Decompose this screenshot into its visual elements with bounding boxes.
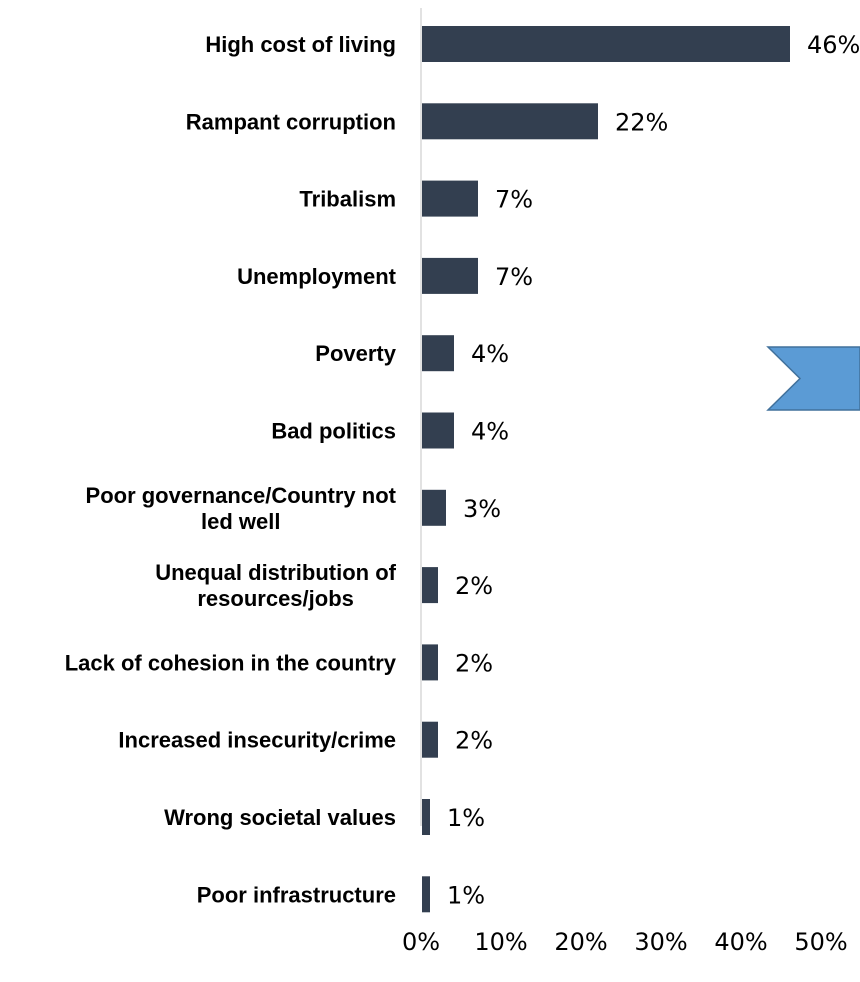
bar bbox=[422, 335, 454, 372]
x-tick-label: 10% bbox=[474, 928, 527, 956]
category-label: led well bbox=[201, 509, 280, 534]
value-label: 7% bbox=[495, 263, 533, 291]
value-label: 22% bbox=[615, 108, 668, 136]
bar bbox=[422, 644, 438, 681]
bar bbox=[422, 26, 790, 62]
value-label: 2% bbox=[455, 572, 493, 600]
x-tick-label: 50% bbox=[794, 928, 847, 956]
bar bbox=[422, 721, 438, 758]
category-label: Bad politics bbox=[271, 419, 396, 444]
category-label: Tribalism bbox=[299, 187, 396, 212]
x-tick-labels-group: 0% 10% 20% 30% 40% 50% bbox=[402, 928, 848, 956]
category-label: Poor governance/Country not bbox=[86, 483, 397, 508]
value-label: 4% bbox=[471, 340, 509, 368]
value-label: 3% bbox=[463, 495, 501, 523]
category-label: High cost of living bbox=[205, 32, 396, 57]
value-label: 4% bbox=[471, 418, 509, 446]
category-label: Unemployment bbox=[237, 264, 397, 289]
bar bbox=[422, 799, 430, 835]
category-label: Increased insecurity/crime bbox=[118, 728, 396, 753]
bars-group bbox=[422, 26, 790, 913]
x-tick-label: 40% bbox=[714, 928, 767, 956]
category-label: Lack of cohesion in the country bbox=[65, 650, 397, 675]
category-label: Poverty bbox=[315, 341, 396, 366]
value-label: 46% bbox=[807, 31, 860, 59]
value-labels-group: 46% 22% 7% 7% 4% 4% 3% 2% 2% 2% 1% 1% bbox=[447, 31, 860, 909]
value-label: 1% bbox=[447, 881, 485, 909]
value-label: 2% bbox=[455, 649, 493, 677]
bar bbox=[422, 567, 438, 604]
value-label: 7% bbox=[495, 186, 533, 214]
category-label: Rampant corruption bbox=[186, 109, 396, 134]
value-label: 2% bbox=[455, 727, 493, 755]
category-label: Unequal distribution of bbox=[155, 560, 396, 585]
category-label: Wrong societal values bbox=[164, 805, 396, 830]
x-tick-label: 0% bbox=[402, 928, 440, 956]
category-label: Poor infrastructure bbox=[197, 882, 396, 907]
bar bbox=[422, 257, 478, 294]
x-tick-label: 20% bbox=[554, 928, 607, 956]
bar bbox=[422, 489, 446, 526]
category-labels-group: High cost of living Rampant corruption Tri… bbox=[65, 32, 397, 907]
bar bbox=[422, 876, 430, 913]
bar bbox=[422, 180, 478, 217]
chevron-arrow-icon bbox=[766, 346, 860, 411]
value-label: 1% bbox=[447, 804, 485, 832]
x-tick-label: 30% bbox=[634, 928, 687, 956]
category-label: resources/jobs bbox=[197, 586, 354, 611]
bar bbox=[422, 412, 454, 449]
bar bbox=[422, 103, 598, 140]
